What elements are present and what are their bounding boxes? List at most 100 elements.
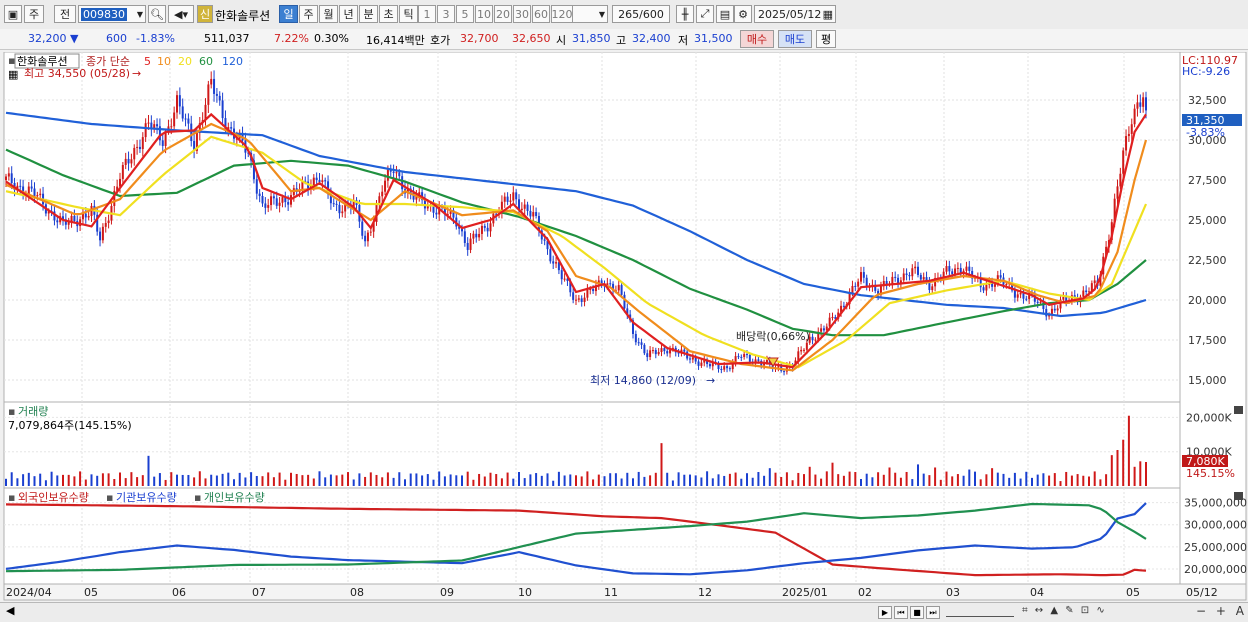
sell-button[interactable]: 매도 — [778, 30, 812, 48]
candle-body — [862, 272, 865, 278]
interval-button-5[interactable]: 5 — [456, 5, 474, 23]
period-tab-1[interactable]: 주 — [299, 5, 318, 23]
candle-body — [70, 215, 73, 222]
holdings-lines — [5, 502, 1147, 577]
chevron-down-icon[interactable]: ▼ — [136, 9, 143, 19]
rewind-icon[interactable]: ⏮ — [894, 606, 908, 619]
zoom-slider[interactable] — [946, 606, 1014, 617]
scroll-left-icon[interactable]: ◀ — [6, 604, 15, 617]
volume-bar — [575, 475, 577, 486]
candle-body — [617, 285, 620, 291]
time-tick-label: 10 — [518, 586, 532, 599]
period-tab-4[interactable]: 분 — [359, 5, 378, 23]
candle-body — [53, 211, 56, 221]
zoom-controls-icon[interactable]: − + A — [1196, 604, 1247, 618]
candle-body — [865, 277, 868, 287]
volume-bar — [677, 472, 680, 486]
candle-body — [1130, 124, 1133, 134]
save-icon[interactable]: ▤ — [716, 5, 734, 23]
candle-body — [663, 348, 666, 352]
candle-body — [979, 277, 982, 288]
period-tab-3[interactable]: 년 — [339, 5, 358, 23]
stock-chart[interactable]: 15,000 17,500 20,000 22,500 25,000 27,500 30,0… — [0, 52, 1248, 602]
interval-button-10[interactable]: 10 — [475, 5, 493, 23]
candle-body — [734, 356, 737, 363]
volume-bar — [877, 472, 880, 486]
volume-bar — [426, 474, 429, 486]
buy-button[interactable]: 매수 — [740, 30, 774, 48]
candle-body — [717, 362, 720, 370]
interval-button-120[interactable]: 120 — [551, 5, 573, 23]
candle-body — [683, 349, 686, 352]
volume-bar — [10, 472, 13, 486]
interval-button-3[interactable]: 3 — [437, 5, 455, 23]
panel-close-icon[interactable] — [1234, 406, 1243, 414]
interval-dropdown[interactable]: ▼ — [572, 5, 608, 23]
market-select[interactable]: 주 — [24, 5, 44, 23]
low-arrow-icon: → — [706, 374, 715, 387]
candle-body — [651, 350, 654, 352]
volume-bar — [637, 471, 640, 486]
interval-button-20[interactable]: 20 — [494, 5, 512, 23]
volume-bar — [649, 475, 652, 486]
candle-body — [518, 199, 520, 211]
eval-button[interactable]: 평 — [816, 30, 836, 48]
candle-body — [495, 213, 498, 215]
volume-bar — [506, 472, 509, 486]
candle-body — [230, 127, 233, 129]
search-icon[interactable]: 🔍︎ — [148, 5, 166, 23]
holdings-close-icon[interactable] — [1234, 492, 1243, 500]
tools-icon[interactable]: ⤢ — [696, 5, 714, 23]
speaker-icon[interactable]: ◀︎▾ — [168, 5, 194, 23]
range-input[interactable]: 265/600 — [612, 5, 670, 23]
calendar-icon[interactable]: ▦ — [822, 7, 833, 21]
volume-bar — [438, 471, 441, 486]
candle-body — [401, 176, 404, 190]
candle-body — [386, 169, 389, 181]
candle-body — [1065, 296, 1068, 302]
legend-name[interactable]: 한화솔루션 — [17, 55, 68, 68]
stop-icon[interactable]: ■ — [910, 606, 924, 619]
volume-title[interactable]: 거래량 — [18, 405, 48, 418]
gear-icon[interactable]: ⚙ — [734, 5, 752, 23]
forward-icon[interactable]: ⏭ — [926, 606, 940, 619]
candle-body — [1127, 133, 1130, 137]
holdings-foreign-label[interactable]: 외국인보유수량 — [18, 491, 89, 504]
candle-body — [341, 211, 344, 214]
bid-label: 호가 — [430, 34, 451, 47]
drawing-tools-icon[interactable]: ⌗ ↔ ▲ ✎ ⊡ ∿ — [1022, 605, 1107, 616]
volume-bar — [193, 477, 196, 486]
candle-body — [33, 188, 36, 196]
candle-body — [746, 354, 748, 356]
candle-body — [934, 277, 937, 287]
date-input[interactable]: 2025/05/12 ▦ — [754, 5, 836, 23]
holdings-institution-label[interactable]: 기관보유수량 — [116, 491, 177, 504]
interval-button-30[interactable]: 30 — [513, 5, 531, 23]
candle-body — [925, 277, 928, 282]
code-input[interactable]: 009830 ▼ — [78, 5, 146, 23]
layout-icon[interactable]: ▣ — [4, 5, 22, 23]
interval-button-1[interactable]: 1 — [418, 5, 436, 23]
interval-button-60[interactable]: 60 — [532, 5, 550, 23]
holdings-individual-label[interactable]: 개인보유수량 — [204, 491, 265, 504]
volume-bar — [660, 443, 663, 486]
period-select[interactable]: 전 — [54, 5, 76, 23]
time-tick-label: 05 — [84, 586, 98, 599]
candle-body — [543, 239, 546, 241]
period-tab-6[interactable]: 틱 — [399, 5, 418, 23]
candle-icon[interactable]: ╫ — [676, 5, 694, 23]
candle-body — [275, 198, 278, 206]
candle-body — [1145, 97, 1147, 111]
period-tab-5[interactable]: 초 — [379, 5, 398, 23]
candle-body — [369, 231, 372, 233]
scroll-right-icon[interactable]: ▶ — [878, 606, 892, 619]
candle-body — [777, 366, 780, 368]
volume-bar — [181, 474, 184, 486]
period-tab-2[interactable]: 월 — [319, 5, 338, 23]
period-tab-0[interactable]: 일 — [279, 5, 298, 23]
holdings-sep2-icon: ▪ — [194, 491, 201, 504]
volume-bar — [939, 479, 942, 486]
candle-body — [469, 238, 472, 250]
scroll-bar[interactable]: ◀ ▶ ⏮ ■ ⏭ ⌗ ↔ ▲ ✎ ⊡ ∿ − + A — [0, 602, 1248, 622]
ma60-line — [5, 148, 1147, 337]
